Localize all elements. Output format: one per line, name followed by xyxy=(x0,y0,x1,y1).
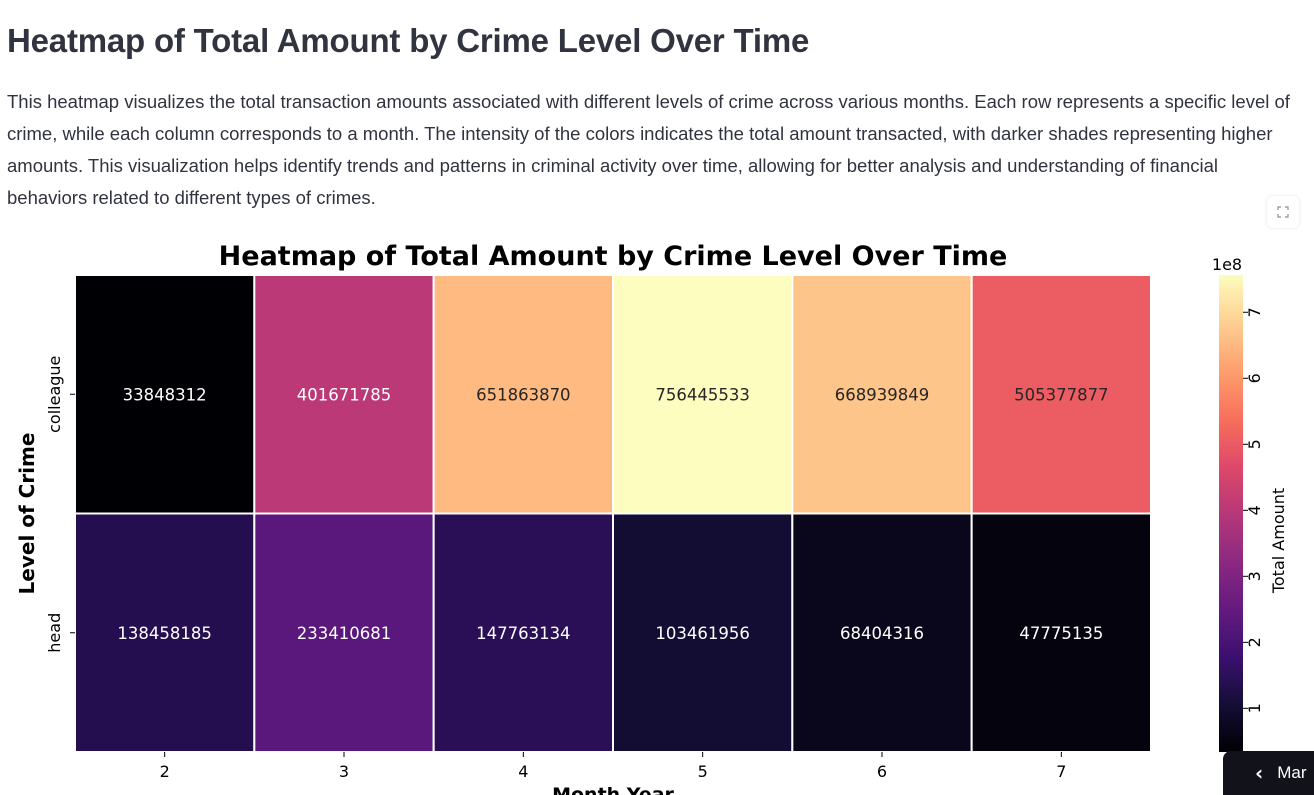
cell-value-label: 505377877 xyxy=(1014,385,1108,404)
colorbar-tick-label: 2 xyxy=(1245,637,1264,647)
cell-value-label: 33848312 xyxy=(123,385,207,404)
cell-value-label: 138458185 xyxy=(117,624,211,643)
heatmap-cell xyxy=(432,274,614,515)
heatmap-chart: Heatmap of Total Amount by Crime Level O… xyxy=(15,241,1288,795)
cell-value-label: 756445533 xyxy=(655,385,749,404)
page-title: Heatmap of Total Amount by Crime Level O… xyxy=(7,22,810,59)
cell-value-label: 651863870 xyxy=(476,385,570,404)
chart-title: Heatmap of Total Amount by Crime Level O… xyxy=(219,241,1008,272)
heatmap-cell xyxy=(74,274,256,515)
colorbar-multiplier: 1e8 xyxy=(1212,255,1242,274)
cell-value-label: 147763134 xyxy=(476,624,570,643)
cell-value-label: 668939849 xyxy=(835,385,929,404)
chevron-left-icon: ‹ xyxy=(1255,761,1264,785)
cell-value-label: 103461956 xyxy=(655,624,749,643)
fullscreen-button[interactable] xyxy=(1267,196,1299,228)
heatmap-cell xyxy=(970,512,1153,753)
colorbar-tick-label: 3 xyxy=(1245,571,1264,581)
x-tick-label: 3 xyxy=(339,762,349,781)
heatmap-cell xyxy=(970,274,1153,515)
heatmap-cell xyxy=(253,274,435,515)
colorbar xyxy=(1219,275,1243,752)
colorbar-label: Total Amount xyxy=(1269,488,1288,594)
y-tick-label: colleague xyxy=(45,356,64,433)
sidebar-toggle-tab[interactable]: ‹ Mar xyxy=(1223,751,1314,795)
colorbar-tick-label: 7 xyxy=(1245,307,1264,317)
x-tick-label: 4 xyxy=(518,762,528,781)
colorbar-tick-label: 4 xyxy=(1245,505,1264,515)
cell-value-label: 47775135 xyxy=(1019,624,1103,643)
colorbar-tick-label: 6 xyxy=(1245,373,1264,383)
colorbar-tick-label: 1 xyxy=(1245,703,1264,713)
x-tick-label: 2 xyxy=(160,762,170,781)
cell-value-label: 401671785 xyxy=(297,385,391,404)
y-tick-label: head xyxy=(45,613,64,653)
x-axis-label: Month Year xyxy=(552,784,674,795)
heatmap-cell xyxy=(612,512,794,753)
cell-value-label: 68404316 xyxy=(840,624,924,643)
cell-value-label: 233410681 xyxy=(297,624,391,643)
x-tick-label: 5 xyxy=(698,762,708,781)
x-tick-label: 7 xyxy=(1056,762,1066,781)
colorbar-tick-label: 5 xyxy=(1245,439,1264,449)
heatmap-cell xyxy=(791,274,973,515)
x-tick-label: 6 xyxy=(877,762,887,781)
sidebar-toggle-label: Mar xyxy=(1277,763,1307,782)
y-axis-label: Level of Crime xyxy=(15,433,39,595)
expand-icon xyxy=(1277,206,1289,218)
page-description: This heatmap visualizes the total transa… xyxy=(7,91,1290,208)
heatmap-cell xyxy=(612,274,794,515)
heatmap-cell xyxy=(253,512,435,753)
